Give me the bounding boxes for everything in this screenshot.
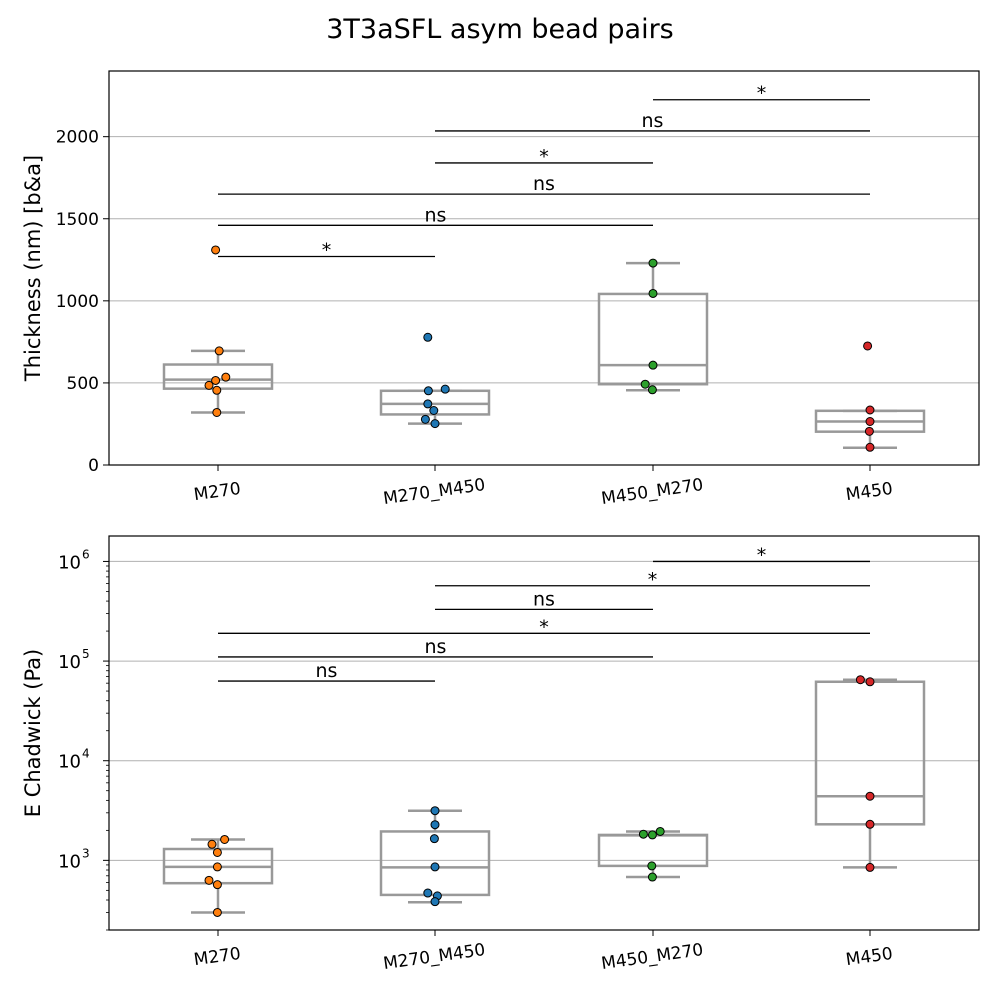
box-iqr	[162, 363, 274, 390]
data-point-m270-m450	[423, 332, 433, 342]
data-point-m270-m450	[429, 405, 439, 415]
y-tick-label: 500	[67, 374, 99, 394]
data-point-m450	[865, 791, 875, 801]
box-m450	[814, 678, 926, 869]
data-point-m270-m450	[423, 399, 433, 409]
significance-label: ns	[316, 660, 338, 682]
plot-frame	[108, 70, 980, 466]
data-point-m270-m450	[430, 862, 440, 872]
x-tick-label-m450-m270: M450_M270	[600, 475, 705, 509]
data-point-m450-m270	[648, 258, 658, 268]
y-tick-label-exponent: 6	[82, 547, 90, 561]
data-point-m270	[211, 375, 221, 385]
significance-label: *	[539, 616, 549, 638]
data-point-m450	[865, 416, 875, 426]
data-point-m270	[207, 839, 217, 849]
y-tick-label: 0	[88, 456, 99, 476]
data-point-m450-m270	[647, 872, 657, 882]
significance-label: ns	[425, 204, 447, 226]
y-axis-label: Thickness (nm) [b&a]	[21, 155, 45, 382]
data-point-m270	[212, 862, 222, 872]
significance-label: *	[322, 240, 332, 262]
data-point-m450	[864, 426, 874, 436]
data-point-m450	[855, 675, 865, 685]
x-tick-label-m450-m270: M450_M270	[600, 940, 705, 974]
data-point-m450-m270	[647, 861, 657, 871]
data-point-m270-m450	[430, 820, 440, 830]
data-point-m270	[204, 380, 214, 390]
x-tick-label-m270-m450: M270_M450	[382, 940, 487, 974]
data-point-m270-m450	[430, 806, 440, 816]
data-point-m270-m450	[423, 888, 433, 898]
data-point-m450-m270	[648, 288, 658, 298]
data-point-m270-m450	[430, 419, 440, 429]
significance-label: *	[539, 146, 549, 168]
y-tick-label-exponent: 4	[82, 747, 90, 761]
data-point-m270-m450	[420, 414, 430, 424]
data-point-m270-m450	[429, 834, 439, 844]
data-point-m270-m450	[440, 384, 450, 394]
data-point-m270	[214, 346, 224, 356]
significance-label: ns	[642, 110, 664, 132]
significance-label: ns	[533, 588, 555, 610]
plot-frame	[108, 535, 980, 931]
data-point-m270-m450	[423, 386, 433, 396]
y-axis-label: E Chadwick (Pa)	[21, 649, 45, 817]
y-tick-label: 1500	[56, 210, 99, 230]
data-point-m270	[220, 834, 230, 844]
x-tick-label-m450: M450	[845, 479, 894, 505]
box-iqr	[597, 292, 709, 386]
figure-title: 3T3aSFL asym bead pairs	[326, 14, 674, 45]
box-iqr	[597, 833, 709, 868]
data-point-m270	[212, 407, 222, 417]
x-tick-label-m270: M270	[193, 479, 242, 505]
data-point-m450-m270	[648, 360, 658, 370]
box-iqr	[814, 680, 926, 826]
data-point-m450-m270	[638, 829, 648, 839]
x-tick-label-m450: M450	[845, 944, 894, 970]
y-tick-label: 10	[58, 851, 81, 872]
chart-panel-1: 0 500 1000 1500 2000 Thickness (nm) [b&a] * ns n…	[21, 70, 980, 509]
significance-label: ns	[533, 173, 555, 195]
box-m450-m270	[597, 261, 709, 392]
y-tick-label: 1000	[56, 292, 99, 312]
data-point-m270	[221, 372, 231, 382]
data-point-m450-m270	[640, 379, 650, 389]
significance-label: *	[648, 569, 658, 591]
x-tick-label-m270-m450: M270_M450	[382, 475, 487, 509]
data-point-m450	[865, 405, 875, 415]
data-point-m270	[212, 847, 222, 857]
y-tick-label-exponent: 3	[82, 846, 90, 860]
y-tick-label: 10	[58, 552, 81, 573]
data-point-m270	[212, 880, 222, 890]
y-tick-label: 2000	[56, 128, 99, 148]
data-point-m270	[211, 245, 221, 255]
significance-label: *	[757, 544, 767, 566]
significance-label: *	[757, 83, 767, 105]
y-tick-label-exponent: 5	[82, 647, 90, 661]
y-tick-label: 10	[58, 752, 81, 773]
data-point-m450-m270	[647, 830, 657, 840]
data-point-m450	[863, 341, 873, 351]
x-tick-label-m270: M270	[193, 944, 242, 970]
data-point-m450	[865, 442, 875, 452]
data-point-m270	[212, 385, 222, 395]
data-point-m270	[204, 875, 214, 885]
significance-label: ns	[425, 636, 447, 658]
data-point-m450-m270	[655, 826, 665, 836]
box-m270-m450	[379, 389, 491, 425]
data-point-m450	[865, 677, 875, 687]
data-point-m450-m270	[647, 385, 657, 395]
y-tick-label: 10	[58, 652, 81, 673]
data-point-m270-m450	[430, 897, 440, 907]
data-point-m270	[212, 907, 222, 917]
data-point-m450	[865, 819, 875, 829]
data-point-m450	[865, 862, 875, 872]
